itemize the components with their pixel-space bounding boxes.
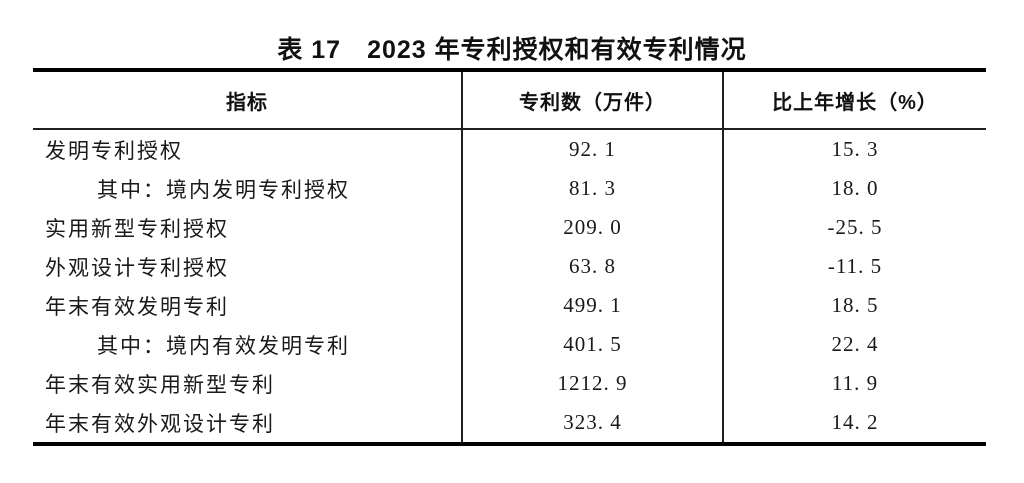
patents-cell: 323. 4 — [461, 403, 723, 444]
growth-cell: 22. 4 — [722, 325, 986, 364]
indicator-cell: 年末有效实用新型专利 — [45, 372, 275, 397]
growth-cell: 18. 5 — [722, 286, 986, 325]
indicator-cell: 年末有效外观设计专利 — [45, 411, 275, 436]
table-row: 其中：境内发明专利授权 81. 3 18. 0 — [33, 169, 986, 208]
column-header-growth: 比上年增长（%） — [722, 70, 986, 130]
column-header-patents: 专利数（万件） — [461, 70, 723, 130]
indicator-cell: 外观设计专利授权 — [45, 255, 229, 280]
table-row: 年末有效外观设计专利 323. 4 14. 2 — [33, 403, 986, 444]
table-title: 表 17 2023 年专利授权和有效专利情况 — [277, 36, 747, 64]
patents-cell: 81. 3 — [461, 169, 723, 208]
growth-cell: 14. 2 — [722, 403, 986, 444]
column-header-indicator: 指标 — [33, 70, 462, 130]
patent-statistics-table: 指标 专利数（万件） 比上年增长（%） 发明专利授权 92. 1 15. 3 其… — [33, 68, 986, 446]
indicator-cell: 其中：境内发明专利授权 — [97, 177, 350, 202]
growth-cell: -25. 5 — [722, 208, 986, 247]
growth-cell: 11. 9 — [722, 364, 986, 403]
table-row: 外观设计专利授权 63. 8 -11. 5 — [33, 247, 986, 286]
table-row: 实用新型专利授权 209. 0 -25. 5 — [33, 208, 986, 247]
indicator-cell: 发明专利授权 — [45, 138, 183, 163]
table-row: 发明专利授权 92. 1 15. 3 — [33, 129, 986, 169]
growth-cell: 18. 0 — [722, 169, 986, 208]
indicator-cell: 实用新型专利授权 — [45, 216, 229, 241]
patents-cell: 401. 5 — [461, 325, 723, 364]
header-row: 指标 专利数（万件） 比上年增长（%） — [33, 70, 986, 130]
table-row: 年末有效实用新型专利 1212. 9 11. 9 — [33, 364, 986, 403]
growth-cell: 15. 3 — [722, 129, 986, 169]
growth-cell: -11. 5 — [722, 247, 986, 286]
indicator-cell: 年末有效发明专利 — [45, 294, 229, 319]
patents-cell: 499. 1 — [461, 286, 723, 325]
patents-cell: 209. 0 — [461, 208, 723, 247]
indicator-cell: 其中：境内有效发明专利 — [97, 333, 350, 358]
patents-cell: 1212. 9 — [461, 364, 723, 403]
table-row: 其中：境内有效发明专利 401. 5 22. 4 — [33, 325, 986, 364]
patents-cell: 63. 8 — [461, 247, 723, 286]
patents-cell: 92. 1 — [461, 129, 723, 169]
table-row: 年末有效发明专利 499. 1 18. 5 — [33, 286, 986, 325]
